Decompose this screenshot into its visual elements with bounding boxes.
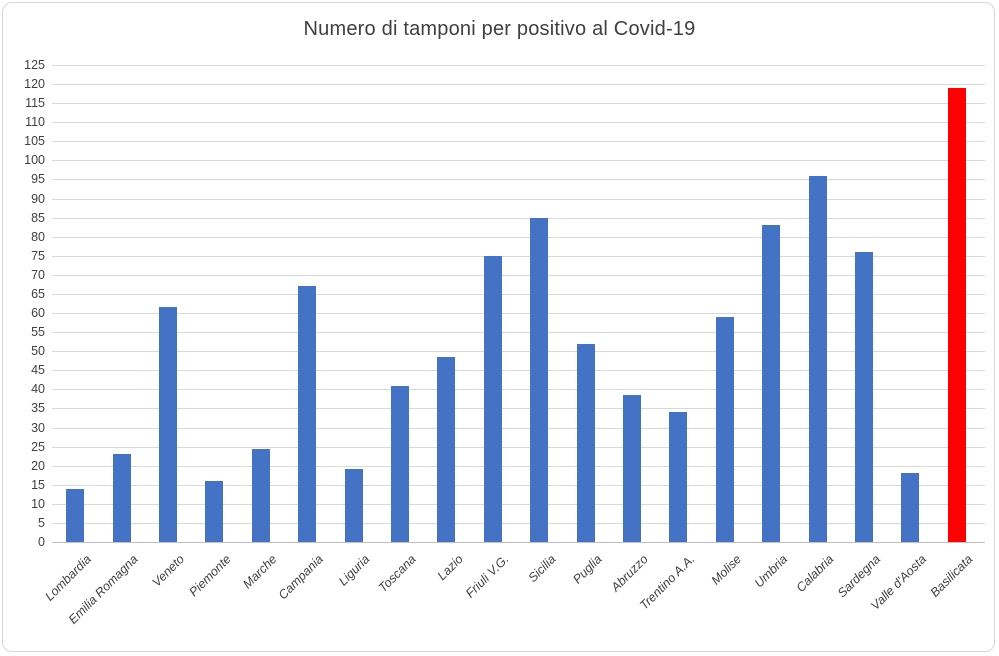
y-tick-label: 45: [31, 363, 45, 378]
y-tick-label: 125: [24, 58, 45, 72]
bar-trentino-a-a[interactable]: [669, 412, 688, 542]
y-tick-label: 40: [31, 382, 45, 397]
y-tick-label: 105: [24, 134, 45, 149]
y-tick-label: 10: [31, 496, 45, 511]
bar-umbria[interactable]: [762, 225, 781, 542]
gridline: [52, 198, 985, 200]
y-tick-label: 15: [31, 477, 45, 492]
bar-sicilia[interactable]: [530, 217, 549, 542]
y-tick-label: 115: [25, 96, 45, 111]
gridline: [52, 370, 985, 372]
y-tick-label: 120: [24, 77, 45, 92]
y-tick-label: 70: [31, 267, 45, 282]
bar-calabria[interactable]: [808, 175, 827, 542]
gridline: [52, 141, 985, 143]
x-axis-line: [52, 542, 985, 543]
bar-puglia[interactable]: [576, 343, 595, 542]
gridline: [52, 351, 985, 353]
gridline: [52, 84, 985, 86]
y-tick-label: 60: [31, 306, 45, 321]
bar-campania[interactable]: [298, 286, 317, 542]
y-tick-label: 0: [38, 535, 45, 549]
gridline: [52, 217, 985, 219]
gridline: [52, 255, 985, 257]
bar-sardegna[interactable]: [855, 251, 873, 542]
y-tick-label: 100: [24, 153, 45, 168]
chart-title: Numero di tamponi per positivo al Covid-…: [303, 18, 696, 40]
y-tick-label: 80: [31, 229, 45, 244]
y-tick-label: 55: [31, 325, 45, 340]
gridline: [52, 160, 985, 162]
gridline: [52, 408, 985, 410]
y-tick-label: 35: [31, 401, 45, 416]
bar-emilia-romagna[interactable]: [112, 454, 131, 542]
gridline: [52, 293, 985, 295]
bar-lazio[interactable]: [437, 356, 456, 542]
y-tick-label: 20: [31, 458, 45, 473]
gridline: [52, 274, 985, 276]
bar-liguria[interactable]: [344, 469, 363, 542]
gridline: [52, 65, 985, 66]
gridline: [52, 389, 985, 391]
y-tick-label: 85: [31, 210, 45, 225]
gridline: [52, 427, 985, 429]
y-tick-label: 110: [25, 115, 45, 130]
y-tick-label: 50: [31, 344, 45, 359]
bar-piemonte[interactable]: [205, 480, 224, 542]
gridline: [52, 522, 985, 524]
y-tick-label: 90: [31, 191, 45, 206]
y-tick-label: 30: [31, 420, 45, 435]
bar-veneto[interactable]: [159, 307, 177, 542]
bar-basilicata[interactable]: [947, 87, 966, 542]
gridline: [52, 236, 985, 238]
y-tick-label: 65: [31, 286, 45, 301]
y-tick-label: 5: [38, 515, 45, 530]
gridline: [52, 503, 985, 505]
bar-toscana[interactable]: [391, 385, 409, 542]
gridline: [52, 465, 985, 467]
bar-friuli-v-g[interactable]: [483, 255, 502, 542]
bar-molise[interactable]: [715, 316, 734, 542]
gridline: [52, 122, 985, 124]
bar-lombardia[interactable]: [66, 488, 85, 542]
bar-valle-d-aosta[interactable]: [901, 473, 920, 542]
gridline: [52, 179, 985, 181]
bar-abruzzo[interactable]: [623, 395, 641, 542]
y-tick-label: 75: [31, 248, 45, 263]
gridline: [52, 103, 985, 105]
y-tick-label: 25: [31, 439, 45, 454]
gridline: [52, 446, 985, 448]
gridline: [52, 332, 985, 334]
y-tick-label: 95: [31, 172, 45, 187]
gridline: [52, 484, 985, 486]
gridline: [52, 313, 985, 315]
bar-marche[interactable]: [251, 448, 270, 542]
